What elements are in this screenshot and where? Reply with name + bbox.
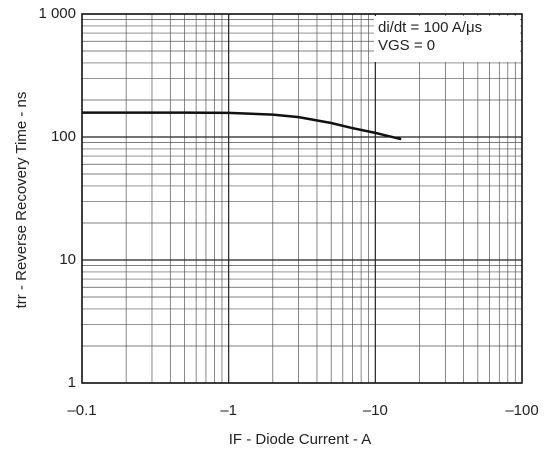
x-tick-label: –0.1: [67, 402, 96, 419]
x-tick-label: –1: [220, 402, 237, 419]
annotation-box: [374, 16, 520, 62]
annotation: VGS = 0: [378, 37, 435, 54]
y-tick-label: 1: [68, 374, 76, 391]
x-tick-label: –100: [505, 402, 538, 419]
y-tick-label: 100: [51, 128, 76, 145]
annotation: di/dt = 100 A/μs: [378, 19, 482, 36]
data-line: [82, 111, 402, 141]
x-tick-label: –10: [363, 402, 388, 419]
y-tick-label: 1 000: [38, 5, 76, 22]
x-axis-label: IF - Diode Current - A: [229, 431, 372, 448]
y-axis-label: trr - Reverse Recovery Time - ns: [13, 92, 30, 309]
y-tick-label: 10: [59, 251, 76, 268]
plot-frame: [81, 13, 523, 384]
